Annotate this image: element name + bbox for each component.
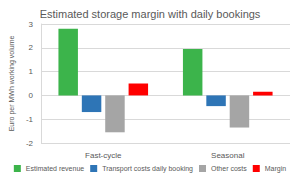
- svg-text:3: 3: [29, 20, 34, 29]
- svg-text:Estimated revenue: Estimated revenue: [26, 165, 84, 172]
- svg-text:Margin: Margin: [265, 165, 287, 173]
- svg-text:1: 1: [29, 67, 34, 76]
- svg-text:Transport costs daily booking: Transport costs daily booking: [102, 165, 193, 173]
- svg-text:Euro per MWh working volume: Euro per MWh working volume: [8, 36, 16, 132]
- svg-text:0: 0: [29, 91, 34, 100]
- svg-text:Seasonal: Seasonal: [211, 151, 245, 160]
- svg-text:-2: -2: [26, 139, 34, 148]
- svg-text:-1: -1: [26, 115, 34, 124]
- svg-text:Other costs: Other costs: [211, 165, 247, 172]
- svg-text:Fast-cycle: Fast-cycle: [85, 151, 122, 160]
- svg-text:2: 2: [29, 43, 34, 52]
- svg-text:Estimated storage margin with: Estimated storage margin with daily book…: [40, 8, 261, 20]
